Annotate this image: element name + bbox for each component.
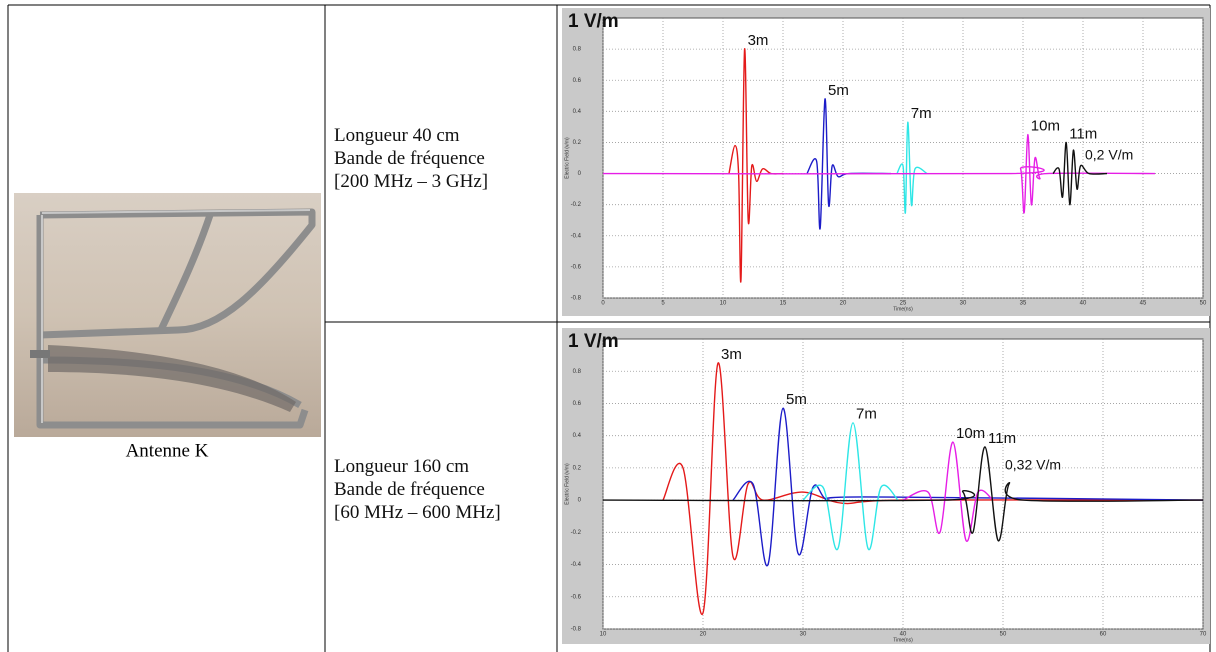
x-axis-label: Time(ns) xyxy=(893,637,913,643)
y-tick-label: 0.2 xyxy=(573,140,582,146)
x-tick-label: 10 xyxy=(720,301,727,307)
chart: -0.8 -0.6 -0.4 -0.2 0 0.2 0.4 0.6 0.8 10 20 30 40 50 6… xyxy=(562,328,1210,644)
x-tick-label: 20 xyxy=(700,632,707,638)
series-label: 3m xyxy=(748,32,769,49)
y-tick-label: -0.6 xyxy=(571,264,582,270)
annotation: 0,2 V/m xyxy=(1085,147,1133,163)
y-tick-label: 0.6 xyxy=(573,78,582,84)
waveform xyxy=(896,121,928,214)
y-tick-label: 0.6 xyxy=(573,401,582,407)
y-tick-label: -0.4 xyxy=(571,233,582,239)
antenna-photo xyxy=(14,193,321,437)
x-tick-label: 0 xyxy=(601,301,605,307)
x-tick-label: 50 xyxy=(1000,632,1007,638)
x-tick-label: 15 xyxy=(780,301,787,307)
cell-line: [60 MHz – 600 MHz] xyxy=(334,502,501,523)
y-tick-label: 0.8 xyxy=(573,369,582,375)
y-tick-label: 0 xyxy=(578,171,582,177)
chart: -0.8 -0.6 -0.4 -0.2 0 0.2 0.4 0.6 0.8 0 5 10 15 20 25 3… xyxy=(562,8,1210,316)
y-axis-label: Electric Field (v/m) xyxy=(564,137,570,179)
chart-title: 1 V/m xyxy=(568,11,619,32)
x-tick-label: 5 xyxy=(661,301,665,307)
waveform xyxy=(802,422,899,551)
y-tick-label: -0.2 xyxy=(571,530,582,536)
x-tick-label: 60 xyxy=(1100,632,1107,638)
x-tick-label: 45 xyxy=(1140,301,1147,307)
x-tick-label: 30 xyxy=(800,632,807,638)
cell-line: Bande de fréquence xyxy=(334,148,485,169)
cell-text: Longueur 40 cm Bande de fréquence [200 M… xyxy=(334,124,488,193)
cell-text: Longueur 160 cm Bande de fréquence [60 M… xyxy=(334,455,501,524)
waveform xyxy=(1052,141,1108,206)
series-label: 5m xyxy=(786,391,807,408)
x-tick-label: 20 xyxy=(840,301,847,307)
y-tick-label: 0.8 xyxy=(573,47,582,53)
series-label: 5m xyxy=(828,82,849,99)
x-tick-label: 10 xyxy=(600,632,607,638)
y-tick-label: -0.2 xyxy=(571,202,582,208)
cell-line: Bande de fréquence xyxy=(334,479,485,500)
x-tick-label: 50 xyxy=(1200,301,1207,307)
chart-title: 1 V/m xyxy=(568,331,619,352)
series-label: 11m xyxy=(988,430,1016,447)
series-label: 11m xyxy=(1069,125,1097,142)
x-tick-label: 35 xyxy=(1020,301,1027,307)
waveform xyxy=(602,133,1156,214)
y-tick-label: -0.6 xyxy=(571,594,582,600)
y-tick-label: 0.2 xyxy=(573,465,582,471)
x-axis-label: Time(ns) xyxy=(893,306,913,312)
y-tick-label: 0.4 xyxy=(573,433,582,439)
x-tick-label: 40 xyxy=(1080,301,1087,307)
y-tick-label: 0.4 xyxy=(573,109,582,115)
waveform xyxy=(602,446,1204,542)
y-tick-label: -0.4 xyxy=(571,562,582,568)
series-label: 3m xyxy=(721,346,742,363)
plot-area xyxy=(602,17,1204,299)
series-label: 10m xyxy=(1031,118,1060,135)
annotation: 0,32 V/m xyxy=(1005,457,1061,473)
photo-caption: Antenne K xyxy=(126,440,209,461)
waveform xyxy=(732,407,1204,567)
series-label: 7m xyxy=(911,105,932,122)
cell-line: [200 MHz – 3 GHz] xyxy=(334,171,489,192)
x-tick-label: 40 xyxy=(900,632,907,638)
series-label: 7m xyxy=(856,406,877,423)
y-tick-label: -0.8 xyxy=(571,627,582,633)
series-label: 10m xyxy=(956,425,985,442)
x-tick-label: 30 xyxy=(960,301,967,307)
x-tick-label: 70 xyxy=(1200,632,1207,638)
cell-line: Longueur 160 cm xyxy=(334,456,470,477)
cell-line: Longueur 40 cm xyxy=(334,125,460,146)
y-tick-label: -0.8 xyxy=(571,296,582,302)
y-axis-label: Electric Field (v/m) xyxy=(564,463,570,505)
y-tick-label: 0 xyxy=(578,498,582,504)
x-tick-label: 25 xyxy=(900,301,907,307)
